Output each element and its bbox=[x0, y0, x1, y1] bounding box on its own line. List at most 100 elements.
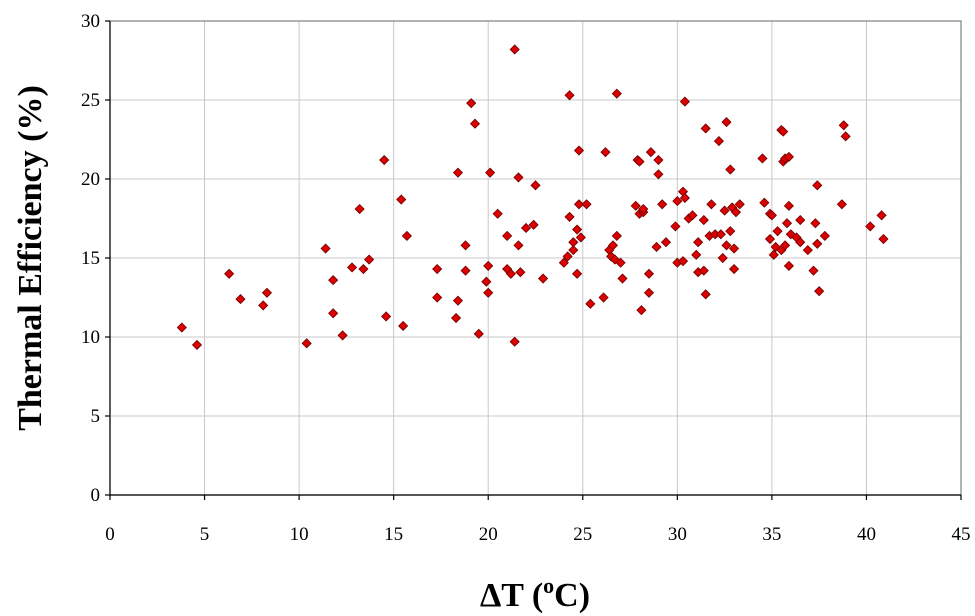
data-point bbox=[783, 151, 794, 162]
data-point bbox=[460, 265, 471, 276]
data-point bbox=[452, 295, 464, 306]
data-point bbox=[564, 211, 575, 222]
data-point bbox=[840, 131, 851, 142]
data-point bbox=[235, 294, 246, 305]
data-point bbox=[224, 268, 235, 279]
data-point bbox=[721, 117, 732, 128]
data-point bbox=[528, 219, 539, 230]
data-point bbox=[346, 262, 358, 273]
data-point bbox=[328, 308, 339, 319]
data-point bbox=[483, 287, 494, 298]
data-point bbox=[783, 200, 794, 211]
data-point bbox=[401, 230, 412, 241]
data-point bbox=[502, 230, 513, 241]
data-point bbox=[513, 172, 524, 183]
data-point bbox=[819, 230, 830, 241]
data-point bbox=[258, 300, 269, 311]
y-tick-label: 10 bbox=[81, 327, 100, 348]
data-point bbox=[657, 199, 668, 210]
data-point bbox=[795, 237, 806, 248]
data-point bbox=[766, 210, 777, 221]
data-point bbox=[645, 147, 656, 158]
data-point bbox=[772, 226, 783, 237]
data-point bbox=[460, 240, 471, 251]
y-tick-label: 30 bbox=[81, 11, 100, 32]
data-point bbox=[643, 287, 655, 298]
x-tick-label: 45 bbox=[952, 524, 971, 545]
data-point bbox=[485, 167, 496, 178]
data-point bbox=[670, 221, 681, 232]
data-point bbox=[381, 311, 392, 322]
data-point bbox=[725, 226, 736, 237]
data-point bbox=[693, 237, 704, 248]
data-point bbox=[607, 240, 619, 251]
data-point bbox=[473, 328, 484, 339]
data-point bbox=[725, 164, 736, 175]
data-point bbox=[432, 292, 443, 303]
data-point bbox=[660, 237, 672, 248]
data-point bbox=[630, 200, 641, 211]
data-point bbox=[677, 256, 689, 267]
data-point bbox=[783, 260, 794, 271]
data-point bbox=[713, 136, 725, 147]
data-point bbox=[396, 194, 407, 205]
data-point bbox=[354, 203, 365, 215]
data-point bbox=[715, 229, 726, 240]
data-point bbox=[759, 197, 770, 208]
data-point bbox=[530, 180, 541, 191]
data-point bbox=[691, 249, 702, 260]
data-point bbox=[636, 305, 647, 316]
data-point bbox=[838, 120, 849, 131]
data-points bbox=[176, 44, 889, 350]
data-point bbox=[757, 153, 768, 164]
data-point bbox=[687, 210, 698, 221]
data-point bbox=[730, 207, 742, 218]
data-point bbox=[572, 224, 583, 235]
data-point bbox=[729, 263, 740, 275]
data-point bbox=[568, 245, 579, 256]
data-point bbox=[634, 156, 645, 167]
x-tick-label: 10 bbox=[290, 524, 309, 545]
data-point bbox=[520, 222, 532, 234]
data-point bbox=[810, 218, 821, 229]
data-point bbox=[679, 192, 690, 204]
x-tick-label: 35 bbox=[762, 524, 781, 545]
axes bbox=[105, 20, 962, 500]
data-point bbox=[795, 215, 806, 226]
data-point bbox=[700, 123, 711, 134]
data-point bbox=[611, 230, 622, 241]
data-point bbox=[836, 199, 847, 210]
x-tick-label: 5 bbox=[200, 524, 210, 545]
data-point bbox=[643, 268, 655, 279]
data-point bbox=[358, 263, 369, 275]
data-point bbox=[598, 292, 609, 303]
data-point bbox=[764, 233, 776, 245]
data-point bbox=[176, 322, 187, 333]
data-point bbox=[865, 221, 876, 232]
data-point bbox=[575, 232, 586, 243]
data-point bbox=[729, 243, 740, 254]
y-tick-label: 0 bbox=[91, 485, 101, 506]
data-point bbox=[483, 260, 494, 271]
data-point bbox=[537, 273, 549, 284]
data-point bbox=[564, 90, 575, 101]
data-point bbox=[432, 263, 443, 275]
data-point bbox=[481, 276, 492, 287]
data-point bbox=[802, 245, 813, 256]
data-point bbox=[698, 265, 709, 276]
data-point bbox=[320, 243, 331, 254]
data-point bbox=[562, 251, 573, 262]
data-point bbox=[721, 240, 732, 251]
data-point bbox=[509, 336, 520, 347]
data-point bbox=[615, 257, 626, 268]
data-point bbox=[717, 252, 728, 264]
x-tick-label: 30 bbox=[668, 524, 687, 545]
x-tick-label: 0 bbox=[105, 524, 115, 545]
data-point bbox=[451, 312, 462, 324]
data-point bbox=[780, 240, 791, 251]
data-point bbox=[513, 240, 524, 251]
data-point bbox=[778, 126, 789, 137]
y-tick-labels: 0 5 10 15 20 25 30 bbox=[81, 11, 100, 506]
data-point bbox=[611, 88, 622, 99]
